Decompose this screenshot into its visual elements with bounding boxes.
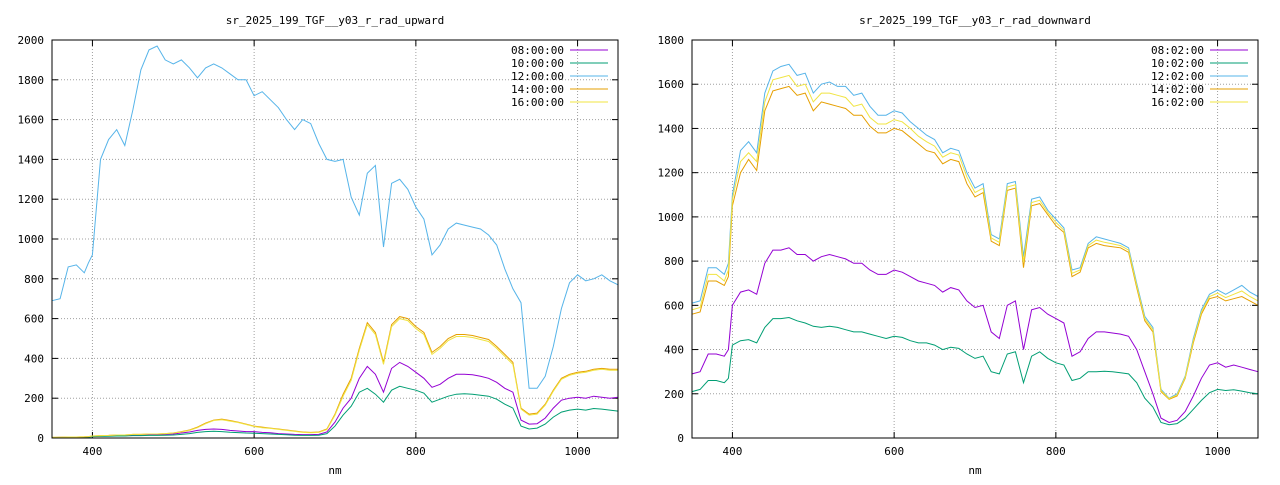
legend-label: 14:02:00 [1151,83,1204,96]
legend-label: 12:00:00 [511,70,564,83]
y-tick-label: 1000 [658,211,685,224]
chart-title: sr_2025_199_TGF__y03_r_rad_downward [859,14,1091,27]
x-tick-label: 1000 [564,445,591,458]
y-tick-label: 400 [664,344,684,357]
legend-label: 08:00:00 [511,44,564,57]
chart-2: sr_2025_199_TGF__y03_r_rad_downward 0 200 4… [658,14,1259,477]
legend-label: 10:00:00 [511,57,564,70]
y-tick-label: 400 [24,352,44,365]
series-line-14-00-00 [51,316,618,438]
y-tick-label: 200 [664,388,684,401]
x-axis-label: nm [328,464,342,477]
series-line-08-00-00 [51,361,619,439]
y-tick-label: 1000 [18,233,45,246]
y-tick-label: 1600 [18,114,45,127]
y-tick-label: 1200 [658,167,685,180]
series-line-16-02-00 [691,74,1259,400]
series-line-12-02-00 [691,63,1259,399]
series-line-12-00-00 [51,45,619,389]
series-line-10-02-00 [691,316,1259,426]
legend-label: 16:02:00 [1151,96,1204,109]
x-tick-label: 1000 [1204,445,1231,458]
x-tick-label: 800 [406,445,426,458]
y-tick-label: 2000 [18,34,45,47]
y-tick-label: 0 [677,432,684,445]
series-line-10-00-00 [51,385,619,439]
x-tick-label: 400 [82,445,102,458]
x-tick-label: 600 [244,445,264,458]
y-tick-label: 0 [37,432,44,445]
legend-label: 10:02:00 [1151,57,1204,70]
series-line-14-02-00 [691,85,1259,400]
y-tick-label: 1400 [658,122,685,135]
legend-label: 14:00:00 [511,83,564,96]
plot-frame [51,39,619,439]
y-tick-label: 1600 [658,78,685,91]
y-tick-label: 200 [24,392,44,405]
series-line-08-02-00 [691,247,1259,424]
y-tick-label: 1800 [18,74,45,87]
legend-label: 16:00:00 [511,96,564,109]
x-tick-label: 800 [1046,445,1066,458]
legend-label: 08:02:00 [1151,44,1204,57]
y-tick-label: 1400 [18,153,45,166]
legend-label: 12:02:00 [1151,70,1204,83]
y-tick-label: 1800 [658,34,685,47]
x-axis-label: nm [968,464,982,477]
y-tick-label: 600 [664,299,684,312]
chart-title: sr_2025_199_TGF__y03_r_rad_upward [226,14,445,27]
series-line-16-00-00 [51,318,618,438]
x-tick-label: 400 [722,445,742,458]
y-tick-label: 800 [664,255,684,268]
y-tick-label: 800 [24,273,44,286]
plot-frame [691,39,1259,439]
y-tick-label: 600 [24,313,44,326]
y-tick-label: 1200 [18,193,45,206]
chart-1: sr_2025_199_TGF__y03_r_rad_upward 0 200 400… [18,14,619,477]
x-tick-label: 600 [884,445,904,458]
